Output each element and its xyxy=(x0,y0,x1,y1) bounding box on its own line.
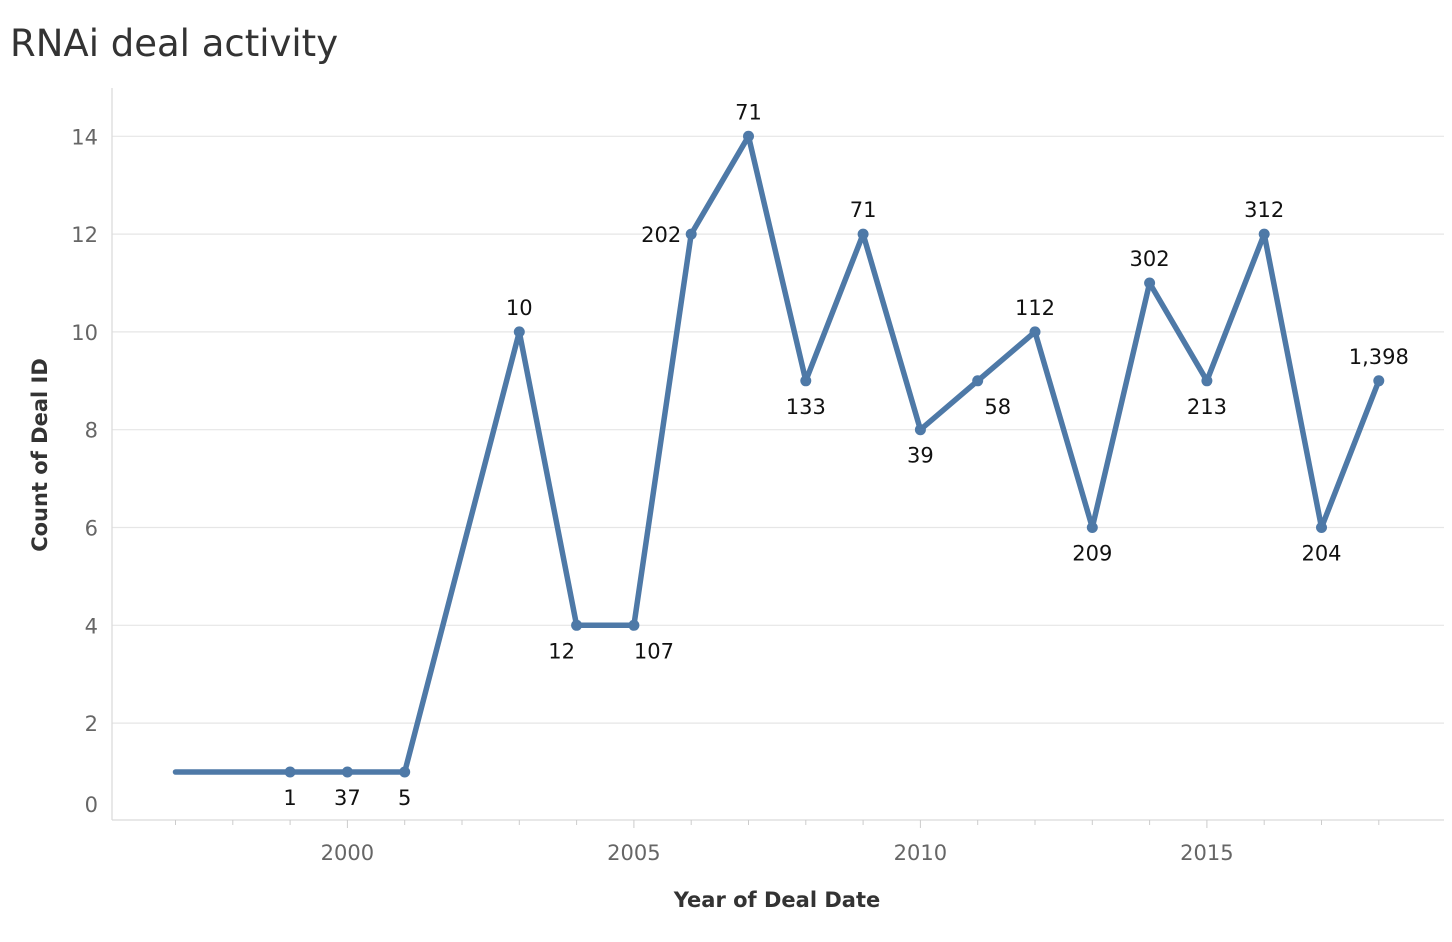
data-label: 10 xyxy=(506,296,533,320)
x-tick-label: 2000 xyxy=(321,841,374,865)
data-point[interactable] xyxy=(914,424,926,436)
data-label: 112 xyxy=(1015,296,1055,320)
data-label: 58 xyxy=(984,395,1011,419)
data-point[interactable] xyxy=(1086,522,1098,533)
data-label: 107 xyxy=(634,639,674,663)
data-label: 71 xyxy=(735,100,762,124)
data-label: 1 xyxy=(283,786,296,810)
data-point[interactable] xyxy=(1258,228,1270,240)
data-point[interactable] xyxy=(743,130,754,142)
data-label: 133 xyxy=(786,395,826,419)
y-tick-label: 6 xyxy=(85,517,98,541)
data-label: 312 xyxy=(1244,198,1284,222)
x-axis-title: Year of Deal Date xyxy=(673,888,880,912)
data-point[interactable] xyxy=(1029,326,1041,338)
data-point[interactable] xyxy=(513,326,525,338)
y-tick-label: 2 xyxy=(85,712,98,736)
data-label: 204 xyxy=(1301,542,1341,566)
y-tick-label: 4 xyxy=(85,614,98,638)
data-point[interactable] xyxy=(685,228,697,240)
series-line xyxy=(172,133,1382,775)
grid-lines xyxy=(112,135,1444,724)
data-label: 5 xyxy=(398,786,411,810)
x-tick-label: 2010 xyxy=(894,841,947,865)
data-point[interactable] xyxy=(571,619,583,631)
y-axis-ticks: 0 2 4 6 8 10 12 14 xyxy=(71,125,98,817)
data-point[interactable] xyxy=(1144,277,1156,289)
data-point[interactable] xyxy=(399,766,411,778)
y-axis-title: Count of Deal ID xyxy=(28,358,52,552)
data-label: 39 xyxy=(907,444,934,468)
data-point[interactable] xyxy=(284,766,296,778)
x-axis-ticks: 2000 2005 2010 2015 xyxy=(175,820,1380,865)
data-point[interactable] xyxy=(1201,375,1213,387)
chart-title: RNAi deal activity xyxy=(10,22,339,65)
data-label: 12 xyxy=(548,639,575,663)
y-tick-label: 12 xyxy=(71,223,98,247)
data-label: 209 xyxy=(1072,542,1112,566)
series-line-path xyxy=(172,133,1382,775)
data-point[interactable] xyxy=(628,619,640,631)
y-tick-label: 14 xyxy=(71,125,98,149)
axes xyxy=(111,88,1444,821)
x-tick-label: 2005 xyxy=(607,841,660,865)
data-label: 71 xyxy=(850,198,877,222)
data-label: 213 xyxy=(1187,395,1227,419)
data-point[interactable] xyxy=(341,766,353,778)
data-label: 202 xyxy=(641,223,681,247)
y-tick-label: 10 xyxy=(71,321,98,345)
data-point[interactable] xyxy=(857,228,869,240)
data-label: 302 xyxy=(1130,247,1170,271)
data-point[interactable] xyxy=(1316,522,1327,533)
data-labels: 1 37 5 10 12 107 202 71 133 71 39 58 112 209 302 213 312… xyxy=(283,100,1408,810)
y-tick-label: 8 xyxy=(85,419,98,443)
data-point[interactable] xyxy=(800,375,812,387)
data-points xyxy=(284,130,1385,778)
y-tick-label: 0 xyxy=(85,793,98,817)
data-label: 1,398 xyxy=(1349,345,1409,369)
data-label: 37 xyxy=(334,786,361,810)
x-tick-label: 2015 xyxy=(1180,841,1233,865)
data-point[interactable] xyxy=(972,375,984,387)
data-point[interactable] xyxy=(1373,375,1385,387)
